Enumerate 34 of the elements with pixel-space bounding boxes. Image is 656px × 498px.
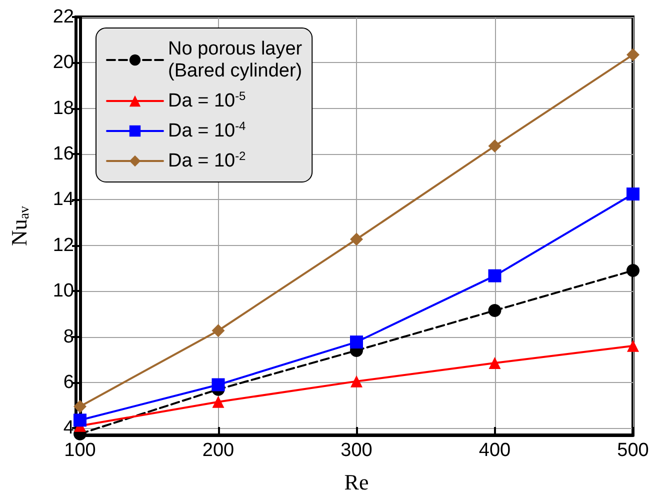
point bbox=[350, 232, 363, 246]
x-axis-title: Re bbox=[344, 470, 369, 494]
point bbox=[488, 357, 501, 370]
point bbox=[626, 188, 640, 201]
point bbox=[74, 400, 86, 413]
y-tick-label: 10 bbox=[52, 280, 74, 302]
point bbox=[212, 396, 224, 408]
y-tick-label: 4 bbox=[63, 418, 74, 439]
legend-label: No porous layer (Bared cylinder) bbox=[168, 38, 303, 82]
x-tick-label: 400 bbox=[478, 440, 511, 461]
point bbox=[212, 324, 225, 338]
point bbox=[350, 375, 362, 388]
y-tick-label: 14 bbox=[52, 189, 74, 210]
x-tick-label: 200 bbox=[202, 440, 234, 461]
point bbox=[627, 340, 639, 352]
x-tick-label: 300 bbox=[340, 440, 372, 461]
point bbox=[212, 378, 225, 392]
point bbox=[626, 48, 640, 62]
point bbox=[488, 140, 502, 153]
x-tick-label: 100 bbox=[64, 440, 96, 461]
point bbox=[488, 269, 502, 282]
point bbox=[350, 336, 363, 349]
y-tick-label: 16 bbox=[52, 144, 74, 165]
y-tick-label: 22 bbox=[52, 6, 74, 28]
y-axis-title: Nuav bbox=[6, 206, 32, 246]
y-tick-label: 12 bbox=[52, 234, 74, 256]
y-tick-label: 6 bbox=[63, 372, 74, 393]
point bbox=[626, 264, 640, 278]
x-tick-label: 500 bbox=[617, 440, 649, 461]
y-tick-label: 20 bbox=[52, 52, 74, 74]
point bbox=[488, 304, 502, 318]
y-tick-label: 18 bbox=[52, 98, 74, 119]
y-tick-label: 8 bbox=[63, 326, 74, 348]
point bbox=[74, 414, 86, 427]
